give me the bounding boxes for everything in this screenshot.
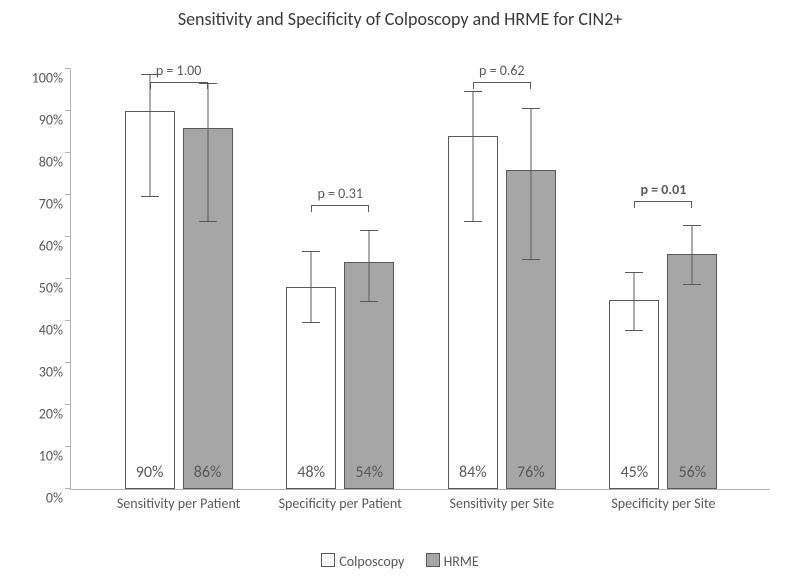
p-bracket — [150, 82, 208, 89]
y-tick-label: 40% — [21, 322, 63, 339]
error-bar — [369, 230, 370, 301]
y-tick-label: 30% — [21, 364, 63, 381]
p-bracket — [634, 201, 692, 208]
y-tick-label: 70% — [21, 196, 63, 213]
bar-value-label: 56% — [668, 463, 716, 482]
y-tick-label: 100% — [21, 70, 63, 87]
error-bar — [634, 272, 635, 331]
x-category-label: Sensitivity per Patient — [117, 495, 241, 512]
error-bar-cap — [522, 108, 540, 109]
chart-container: Sensitivity and Specificity of Colposcop… — [0, 0, 800, 576]
error-bar-cap — [683, 284, 701, 285]
error-bar-cap — [360, 230, 378, 231]
error-bar-cap — [199, 221, 217, 222]
y-tick-mark — [65, 152, 71, 153]
legend: Colposcopy HRME — [0, 553, 800, 570]
error-bar-cap — [625, 330, 643, 331]
error-bar-cap — [522, 259, 540, 260]
legend-swatch-colposcopy — [321, 553, 335, 567]
bar-value-label: 48% — [287, 463, 335, 482]
y-tick-mark — [65, 236, 71, 237]
y-tick-mark — [65, 488, 71, 489]
error-bar — [472, 91, 473, 221]
p-bracket — [311, 205, 369, 212]
error-bar — [530, 108, 531, 259]
error-bar-cap — [464, 221, 482, 222]
y-tick-mark — [65, 446, 71, 447]
y-tick-mark — [65, 68, 71, 69]
p-value-label: p = 0.62 — [448, 62, 556, 79]
y-tick-label: 90% — [21, 112, 63, 129]
error-bar-cap — [464, 91, 482, 92]
error-bar-cap — [360, 301, 378, 302]
error-bar — [692, 225, 693, 284]
y-tick-label: 60% — [21, 238, 63, 255]
x-category-label: Specificity per Site — [611, 495, 715, 512]
p-value-label: p = 1.00 — [125, 62, 233, 79]
bar-value-label: 45% — [610, 463, 658, 482]
bar-value-label: 54% — [345, 463, 393, 482]
bar-value-label: 76% — [507, 463, 555, 482]
x-category-label: Specificity per Patient — [279, 495, 402, 512]
y-tick-mark — [65, 320, 71, 321]
bar-value-label: 90% — [126, 463, 174, 482]
y-tick-label: 50% — [21, 280, 63, 297]
bar-value-label: 84% — [449, 463, 497, 482]
error-bar-cap — [302, 251, 320, 252]
bar-value-label: 86% — [184, 463, 232, 482]
p-bracket — [473, 82, 531, 89]
error-bar — [207, 83, 208, 222]
error-bar-cap — [141, 196, 159, 197]
error-bar — [311, 251, 312, 322]
y-tick-label: 80% — [21, 154, 63, 171]
p-value-label: p = 0.31 — [286, 185, 394, 202]
y-tick-mark — [65, 194, 71, 195]
error-bar-cap — [625, 272, 643, 273]
y-tick-label: 10% — [21, 448, 63, 465]
y-tick-mark — [65, 278, 71, 279]
error-bar — [149, 74, 150, 196]
error-bar-cap — [683, 225, 701, 226]
chart-title: Sensitivity and Specificity of Colposcop… — [0, 8, 800, 30]
x-category-label: Sensitivity per Site — [450, 495, 555, 512]
y-tick-label: 20% — [21, 406, 63, 423]
legend-label-hrme: HRME — [444, 553, 479, 570]
bar: 56% — [667, 254, 717, 489]
y-tick-mark — [65, 110, 71, 111]
plot-area: 0%10%20%30%40%50%60%70%80%90%100%90%86%p… — [70, 70, 770, 490]
error-bar-cap — [302, 322, 320, 323]
legend-swatch-hrme — [426, 553, 440, 567]
legend-label-colposcopy: Colposcopy — [339, 553, 404, 570]
y-tick-mark — [65, 404, 71, 405]
y-tick-label: 0% — [21, 490, 63, 507]
p-value-label: p = 0.01 — [609, 181, 717, 198]
y-tick-mark — [65, 362, 71, 363]
